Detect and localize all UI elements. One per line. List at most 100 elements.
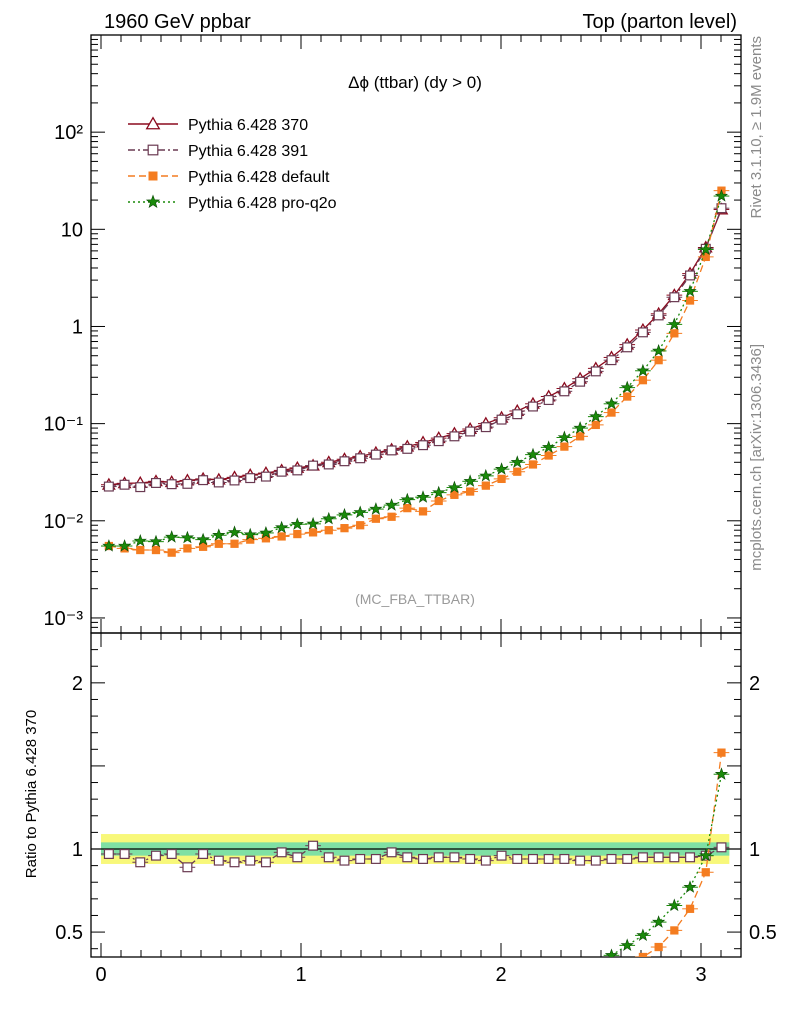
main-y-tick-label: 10⁻¹ — [44, 414, 84, 436]
legend-marker — [145, 194, 161, 209]
main-data-point — [433, 436, 444, 447]
main-data-point — [416, 490, 430, 503]
main-data-point — [322, 511, 336, 525]
main-plot: 10⁻³ 10⁻² 10⁻¹ 1 10 10² — [44, 34, 742, 634]
main-y-tick-label: 10⁻³ — [44, 608, 84, 630]
main-data-point — [573, 421, 587, 434]
main-data-point — [259, 526, 273, 539]
ratio-data-point — [308, 840, 319, 851]
main-data-point — [166, 479, 177, 490]
main-data-point — [669, 292, 680, 303]
ratio-data-point — [402, 852, 413, 863]
ratio-plot: 0.5 0.5 1 1 2 2 0 1 2 3 — [55, 632, 777, 986]
ratio-data-point — [654, 942, 663, 952]
ratio-data-point — [685, 904, 695, 913]
main-data-point — [323, 459, 334, 470]
ratio-data-point — [636, 928, 650, 942]
main-data-point — [607, 408, 616, 417]
main-y-tick-label: 10² — [54, 122, 83, 144]
main-data-point — [387, 512, 396, 521]
main-data-point — [560, 442, 569, 451]
main-data-point — [117, 539, 132, 552]
ratio-data-point — [370, 853, 381, 864]
ratio-data-point — [119, 848, 130, 859]
main-data-point — [590, 366, 601, 377]
main-data-point — [432, 485, 446, 499]
legend-marker — [147, 144, 159, 156]
main-data-point — [654, 356, 663, 365]
main-data-point — [575, 376, 586, 387]
legend-entry-label: Pythia 6.428 370 — [188, 117, 308, 134]
main-data-point — [544, 451, 553, 460]
main-data-point — [465, 426, 476, 437]
main-data-point — [167, 548, 176, 557]
ratio-data-point — [276, 847, 287, 858]
main-data-point — [198, 475, 209, 486]
main-series-line — [108, 190, 723, 554]
main-data-point — [528, 460, 538, 469]
main-y-tick-label: 10 — [61, 219, 83, 241]
main-data-point — [449, 431, 460, 442]
main-data-point — [575, 432, 585, 441]
main-data-point — [527, 401, 538, 412]
ratio-y-tick-label: 1 — [72, 839, 83, 861]
main-data-point — [463, 474, 477, 487]
ratio-frame — [90, 632, 742, 958]
main-data-point — [638, 376, 648, 385]
main-data-point — [355, 453, 366, 464]
ratio-y-axis-label: Ratio to Pythia 6.428 370 — [23, 710, 40, 878]
header-right-label: Top (parton level) — [582, 11, 737, 33]
ratio-y-tick-label-right: 2 — [749, 673, 760, 695]
main-data-point — [636, 363, 650, 377]
header-left-label: 1960 GeV ppbar — [104, 11, 251, 33]
main-data-point — [637, 327, 648, 338]
ratio-data-point — [604, 948, 619, 957]
ratio-data-point — [496, 850, 507, 861]
ratio-data-point — [386, 847, 397, 858]
ratio-data-point — [433, 852, 444, 863]
main-data-point — [714, 189, 729, 202]
main-data-point — [135, 482, 146, 493]
main-data-point — [243, 527, 257, 541]
main-data-point — [119, 479, 130, 490]
main-data-point — [165, 530, 179, 543]
ratio-data-point — [166, 848, 177, 859]
main-data-point — [276, 466, 287, 477]
ratio-series-1 — [635, 748, 730, 957]
main-data-point — [557, 430, 571, 444]
ratio-data-point — [512, 853, 523, 864]
main-data-point — [261, 534, 271, 543]
main-data-point — [479, 468, 493, 482]
main-data-point — [214, 539, 223, 548]
ratio-data-point — [465, 853, 476, 864]
ratio-data-point — [229, 857, 240, 868]
main-data-point — [293, 529, 302, 539]
main-data-point — [466, 487, 475, 496]
main-data-point — [496, 414, 507, 425]
main-data-point — [622, 342, 633, 353]
legend-entry-label: Pythia 6.428 pro-q2o — [188, 195, 337, 212]
main-data-point — [151, 545, 161, 555]
ratio-data-point — [213, 855, 224, 866]
x-tick-label: 3 — [695, 964, 706, 986]
main-data-point — [606, 355, 617, 366]
main-series-line — [108, 207, 723, 488]
ratio-data-point — [182, 862, 193, 873]
main-data-point — [589, 409, 603, 423]
x-tick-label: 2 — [495, 964, 506, 986]
main-data-point — [339, 456, 350, 467]
main-series-3 — [101, 189, 730, 552]
main-series-line — [108, 195, 723, 547]
ratio-series-2 — [603, 767, 730, 957]
main-data-point — [450, 490, 459, 499]
main-data-point — [356, 521, 365, 530]
ratio-data-point — [245, 855, 256, 866]
ratio-data-point — [323, 852, 334, 863]
main-data-point — [102, 539, 116, 552]
ratio-data-point — [418, 853, 429, 864]
ratio-data-point — [670, 926, 679, 935]
ratio-data-point — [622, 853, 633, 864]
ratio-data-point — [638, 952, 648, 957]
main-plot-title: Δϕ (ttbar) (dy > 0) — [348, 73, 482, 92]
